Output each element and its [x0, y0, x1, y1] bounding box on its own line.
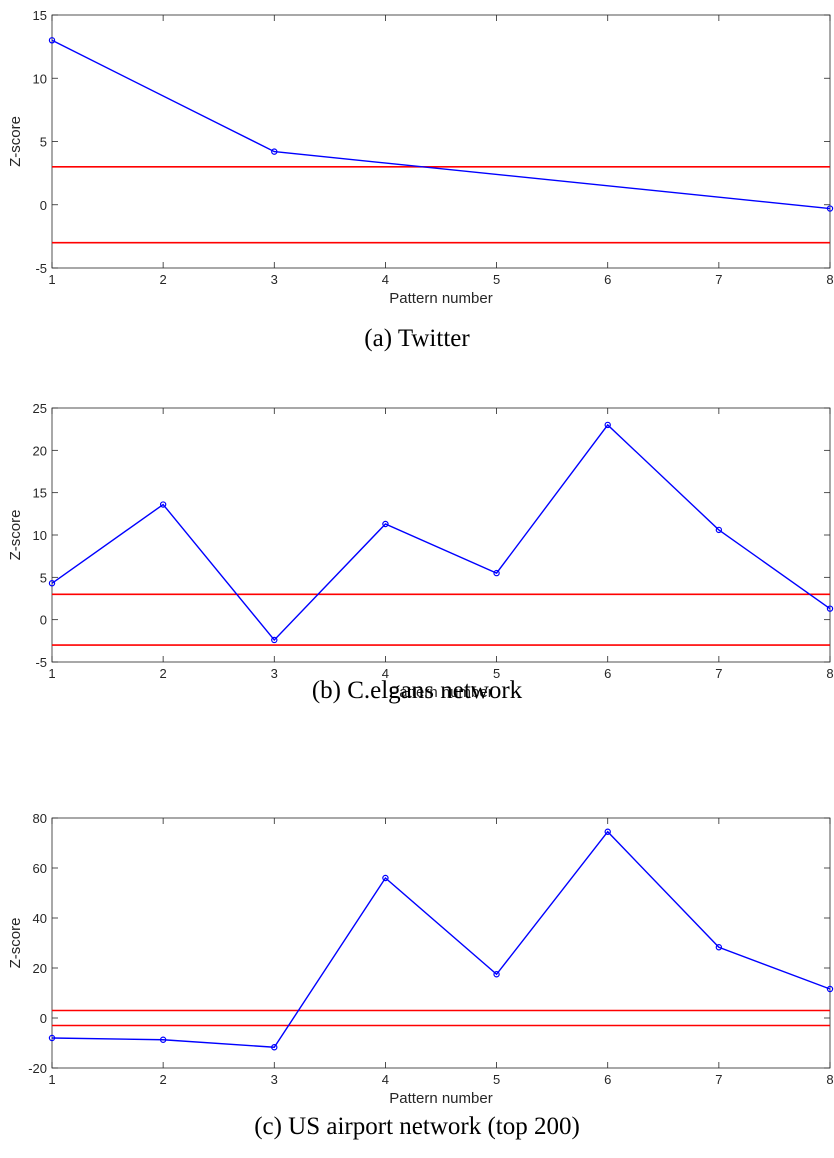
data-point — [715, 526, 723, 534]
y-axis-label: Z-score — [7, 918, 24, 969]
caption-b: (b) C.elgans network — [311, 677, 523, 704]
x-tick-label: 4 — [382, 1072, 389, 1087]
data-point — [382, 874, 389, 882]
y-tick-label: 20 — [33, 443, 47, 458]
x-axis-label: Pattern number — [389, 1090, 492, 1107]
x-tick-label: 4 — [382, 272, 389, 287]
series-line — [51, 423, 831, 642]
caption-c: (c) US airport network (top 200) — [254, 1113, 580, 1140]
x-tick-label: 8 — [826, 272, 833, 287]
y-tick-label: 0 — [40, 198, 47, 213]
x-tick-label: 5 — [493, 1072, 500, 1087]
y-tick-label: 15 — [33, 486, 47, 501]
y-tick-label: 5 — [40, 135, 47, 150]
x-tick-label: 6 — [604, 666, 611, 681]
x-tick-label: 3 — [271, 272, 278, 287]
y-tick-label: 10 — [33, 71, 47, 86]
x-tick-label: 6 — [604, 272, 611, 287]
data-point — [48, 580, 56, 587]
x-tick-label: 2 — [160, 1072, 167, 1087]
x-tick-label: 2 — [160, 272, 167, 287]
data-point — [271, 1044, 278, 1051]
x-tick-label: 6 — [604, 1072, 611, 1087]
y-tick-label: -5 — [35, 655, 47, 670]
x-tick-label: 1 — [48, 1072, 55, 1087]
y-tick-label: 20 — [33, 961, 47, 976]
series-line — [51, 830, 831, 1048]
x-tick-label: 4 — [382, 666, 389, 681]
data-point — [826, 985, 834, 993]
x-tick-label: 7 — [715, 666, 722, 681]
series-line — [51, 39, 831, 210]
y-tick-label: 0 — [40, 613, 47, 628]
x-tick-label: 8 — [826, 666, 833, 681]
x-axis-label: Pattern number — [389, 290, 492, 307]
caption-a: (a) Twitter — [364, 325, 470, 352]
x-tick-label: 8 — [826, 1072, 833, 1087]
x-tick-label: 7 — [715, 1072, 722, 1087]
plot-area-1 — [51, 407, 831, 663]
x-tick-label: 5 — [493, 666, 500, 681]
y-axis-label: Z-score — [7, 116, 24, 167]
y-tick-label: -5 — [35, 261, 47, 276]
data-point — [159, 501, 167, 508]
data-point — [493, 569, 500, 577]
y-axis-label: Z-score — [7, 510, 24, 561]
y-tick-label: 60 — [33, 861, 47, 876]
y-tick-label: 5 — [40, 570, 47, 585]
x-tick-label: 1 — [48, 666, 55, 681]
x-tick-label: 2 — [160, 666, 167, 681]
data-point — [159, 1036, 167, 1043]
data-point — [271, 148, 278, 155]
y-tick-label: 0 — [40, 1011, 47, 1026]
y-tick-label: 80 — [33, 811, 47, 826]
data-point — [715, 944, 723, 951]
data-point — [48, 37, 56, 44]
data-point — [382, 520, 389, 528]
x-tick-label: 7 — [715, 272, 722, 287]
y-tick-label: 25 — [33, 401, 47, 416]
data-point — [271, 636, 278, 644]
data-point — [48, 1034, 56, 1042]
plot-area-0 — [51, 14, 831, 269]
x-axis-label: Pattern number — [389, 684, 492, 701]
data-point — [604, 828, 611, 835]
data-point — [826, 205, 834, 212]
y-tick-label: -20 — [28, 1061, 47, 1076]
x-tick-label: 1 — [48, 272, 55, 287]
y-tick-label: 10 — [33, 528, 47, 543]
x-tick-label: 5 — [493, 272, 500, 287]
plot-area-2 — [51, 817, 831, 1069]
data-point — [604, 421, 611, 429]
data-point — [493, 971, 500, 978]
y-tick-label: 15 — [33, 8, 47, 23]
y-tick-label: 40 — [33, 911, 47, 926]
data-point — [826, 605, 834, 612]
x-tick-label: 3 — [271, 666, 278, 681]
x-tick-label: 3 — [271, 1072, 278, 1087]
